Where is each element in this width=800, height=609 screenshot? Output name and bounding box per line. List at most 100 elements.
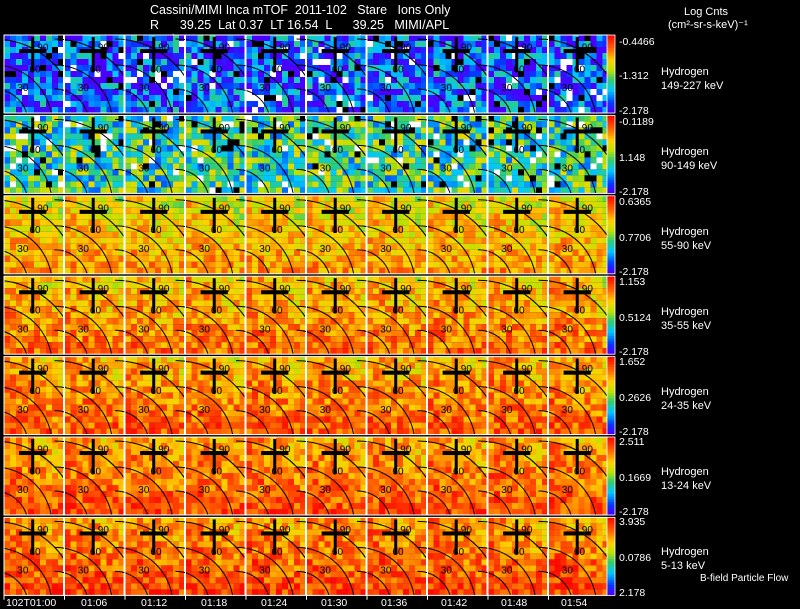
ephemeris-line: R 39.25 Lat 0.37 LT 16.54 L 39.25 MIMI/A…	[150, 18, 450, 32]
row-species-label: Hydrogen	[661, 386, 709, 398]
svg-text:30: 30	[380, 164, 392, 175]
svg-text:90: 90	[158, 43, 170, 54]
svg-text:90: 90	[582, 123, 594, 134]
svg-text:90: 90	[279, 203, 291, 214]
svg-text:90: 90	[37, 43, 49, 54]
units-label: Log Cnts	[684, 6, 729, 18]
svg-text:90: 90	[37, 284, 49, 295]
svg-text:30: 30	[441, 83, 453, 94]
row-species-label: Hydrogen	[661, 306, 709, 318]
svg-text:60: 60	[29, 225, 41, 236]
panel-row: 3060903060903060903060903060903060903060…	[0, 114, 623, 204]
colorbar-mid: 0.5124	[619, 312, 652, 324]
svg-text:30: 30	[441, 164, 453, 175]
svg-text:60: 60	[29, 64, 41, 75]
svg-text:30: 30	[501, 244, 513, 255]
x-tick: 01:06	[81, 597, 108, 609]
svg-text:30: 30	[441, 244, 453, 255]
colorbar-mid: 0.2626	[619, 392, 652, 404]
svg-text:90: 90	[400, 43, 412, 54]
svg-text:60: 60	[150, 306, 162, 317]
svg-text:30: 30	[380, 244, 392, 255]
svg-text:60: 60	[90, 306, 102, 317]
svg-text:60: 60	[150, 225, 162, 236]
colorbar-max: 0.6365	[619, 196, 652, 208]
colorbar-mid: 0.0786	[619, 552, 652, 564]
colorbar	[606, 195, 616, 275]
svg-text:90: 90	[582, 43, 594, 54]
svg-text:60: 60	[513, 64, 525, 75]
svg-text:60: 60	[211, 225, 223, 236]
row-species-label: Hydrogen	[661, 146, 709, 158]
panel-row: 3060903060903060903060903060903060903060…	[0, 195, 623, 284]
svg-text:90: 90	[219, 203, 231, 214]
svg-text:90: 90	[98, 43, 110, 54]
svg-text:30: 30	[78, 244, 90, 255]
svg-text:60: 60	[574, 145, 586, 156]
x-tick: 01:54	[561, 597, 588, 609]
svg-text:60: 60	[392, 225, 404, 236]
svg-text:30: 30	[259, 164, 271, 175]
row-energy-label: 90-149 keV	[661, 160, 718, 172]
svg-text:60: 60	[150, 145, 162, 156]
colorbar-mid: -1.312	[619, 70, 649, 82]
svg-text:60: 60	[332, 64, 344, 75]
svg-text:90: 90	[98, 123, 110, 134]
svg-text:60: 60	[90, 64, 102, 75]
svg-text:30: 30	[78, 164, 90, 175]
svg-text:90: 90	[37, 123, 49, 134]
panel-row: 3060903060903060903060903060903060903060…	[0, 356, 623, 445]
x-tick: 01:24	[261, 597, 288, 609]
colorbar-max: -0.4466	[619, 36, 655, 48]
svg-text:90: 90	[400, 203, 412, 214]
svg-text:90: 90	[340, 123, 352, 134]
units-expression: (cm²-sr-s-keV)⁻¹	[668, 19, 748, 31]
svg-text:60: 60	[29, 145, 41, 156]
plot-title: Cassini/MIMI Inca mTOF 2011-102 Stare Io…	[150, 3, 451, 17]
row-energy-label: 35-55 keV	[661, 320, 712, 332]
svg-text:30: 30	[199, 324, 211, 335]
svg-text:30: 30	[138, 324, 150, 335]
panel-row: 3060903060903060903060903060903060903060…	[0, 516, 623, 606]
panel-row: 3060903060903060903060903060903060903060…	[0, 436, 623, 526]
svg-text:30: 30	[562, 244, 574, 255]
svg-text:90: 90	[219, 284, 231, 295]
svg-text:60: 60	[211, 306, 223, 317]
svg-text:60: 60	[29, 306, 41, 317]
svg-text:30: 30	[17, 324, 29, 335]
bfield-flow-label: B-field Particle Flow	[700, 573, 789, 584]
svg-text:90: 90	[219, 43, 231, 54]
svg-text:60: 60	[271, 145, 283, 156]
svg-text:90: 90	[219, 123, 231, 134]
colorbar-min: -2.178	[619, 346, 649, 358]
